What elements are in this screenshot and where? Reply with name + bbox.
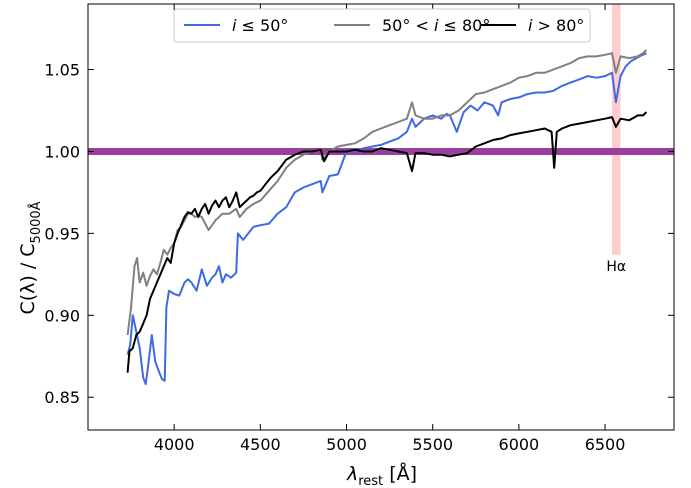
legend-label-1: i ≤ 50°	[232, 16, 288, 35]
x-axis-label: λrest [Å]	[346, 462, 417, 488]
halpha-label: Hα	[606, 259, 626, 275]
y-tick-label: 0.95	[44, 224, 80, 243]
y-tick-label: 0.90	[44, 306, 80, 325]
legend: i ≤ 50° 50° < i ≤ 80° i > 80°	[173, 8, 591, 43]
x-axis-label-subscript: rest	[358, 474, 383, 488]
x-tick-label: 6500	[585, 435, 626, 454]
y-axis-label-subscript: 5000Å	[28, 201, 44, 243]
y-tick-label: 0.85	[44, 388, 80, 407]
legend-label-3: i > 80°	[528, 16, 584, 35]
x-tick-label: 5500	[412, 435, 453, 454]
y-tick-label: 1.00	[44, 142, 80, 161]
x-tick-label: 4000	[154, 435, 195, 454]
ticks: 4000 4500 5000 5500 6000 6500 0.85 0.90 0.95 1.00…	[44, 4, 674, 454]
series-line-1	[126, 52, 647, 386]
x-tick-label: 4500	[240, 435, 281, 454]
y-tick-label: 1.05	[44, 61, 80, 80]
y-axis-label: C(λ) / C5000Å	[17, 201, 44, 314]
x-tick-label: 5000	[326, 435, 367, 454]
legend-label-2: 50° < i ≤ 80°	[382, 16, 490, 35]
series-line-2	[126, 49, 648, 336]
legend-box	[173, 8, 591, 43]
x-tick-label: 6000	[499, 435, 540, 454]
halpha-band	[611, 4, 621, 255]
plot-area: Hα	[88, 4, 674, 386]
axes-frame	[87, 3, 675, 431]
series-line-3	[126, 111, 648, 373]
plot-frame	[87, 3, 675, 431]
